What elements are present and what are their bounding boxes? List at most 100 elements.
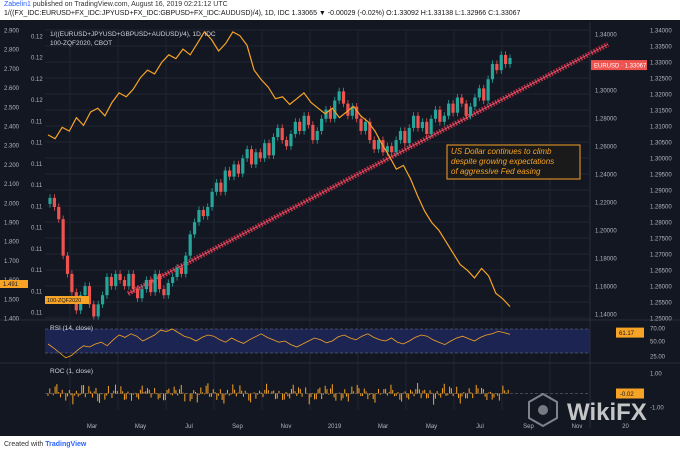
candle	[438, 109, 442, 122]
rsi-line	[47, 328, 511, 359]
left-tick-label: 2.100	[4, 182, 20, 188]
candle	[376, 140, 381, 150]
x-tick-label: Nov	[572, 424, 583, 430]
left-tick-label: 2.800	[4, 48, 20, 54]
tradingview-link[interactable]: TradingView	[45, 441, 87, 448]
chart-header: Zabelin1 published on TradingView.com, A…	[0, 0, 680, 20]
watermark-text: WikiFX	[567, 399, 647, 426]
candle	[87, 286, 92, 305]
candle	[302, 115, 306, 131]
candle	[153, 273, 157, 293]
left-inner-tick-label: 0.11	[31, 311, 43, 317]
candle	[127, 273, 131, 287]
candle	[412, 115, 416, 128]
candle	[486, 79, 490, 101]
candle	[429, 118, 433, 135]
candle	[271, 137, 276, 156]
right-tick-label: 1.27500	[650, 237, 672, 243]
candle	[403, 130, 407, 144]
candle	[201, 210, 205, 217]
left-tick-label: 1.900	[4, 221, 20, 227]
left-tick-label: 1.700	[4, 259, 20, 265]
candle	[394, 140, 398, 153]
left-inner-tick-label: 0.11	[31, 141, 43, 147]
right-tick-label-b: 1.16000	[595, 285, 617, 291]
candle	[460, 97, 464, 104]
candle	[499, 54, 503, 71]
candle	[359, 118, 363, 131]
candle	[447, 103, 451, 116]
candle	[280, 127, 284, 141]
price-chart[interactable]: RSI (14, close) ROC (1, close) 1.340001.…	[0, 20, 680, 436]
candle	[455, 97, 460, 113]
candle	[184, 255, 188, 274]
right-tick-label-b: 1.28000	[595, 117, 617, 123]
right-tick-label: 1.31500	[650, 109, 672, 115]
publish-info: published on TradingView.com, August 16,…	[32, 1, 228, 8]
watermark-logo-icon	[528, 392, 558, 428]
x-tick-label: Jul	[476, 424, 484, 430]
candle	[267, 143, 271, 156]
candle	[61, 219, 65, 256]
x-tick-label: Sep	[232, 424, 243, 430]
plot-background	[45, 20, 590, 436]
rsi-tick-label: 70.00	[650, 326, 666, 332]
candle	[223, 170, 227, 192]
roc-value-label: -0.02	[620, 392, 634, 398]
fed-funds-futures-series	[47, 30, 511, 308]
candle	[407, 127, 411, 144]
candle	[324, 109, 328, 119]
candle	[254, 152, 258, 165]
x-tick-label: May	[426, 424, 437, 430]
candle	[468, 106, 473, 116]
candle	[236, 164, 240, 174]
roc-value-badge	[616, 388, 644, 399]
left-tick-label: 2.200	[4, 163, 20, 169]
candle	[385, 146, 389, 153]
right-tick-label: 1.30500	[650, 141, 672, 147]
candle	[214, 182, 219, 192]
candle	[482, 88, 486, 101]
left-inner-tick-label: 0.11	[31, 204, 43, 210]
left-tick-label: 2.700	[4, 67, 20, 73]
candle	[188, 234, 192, 256]
candle	[131, 273, 135, 290]
x-tick-label: Nov	[281, 424, 292, 430]
left-tick-label: 2.500	[4, 105, 20, 111]
candle	[114, 273, 118, 287]
left-value-label: 1.491	[3, 282, 19, 288]
candle	[48, 197, 52, 204]
candle	[504, 54, 508, 65]
candle	[100, 295, 105, 305]
candle	[136, 289, 140, 299]
right-tick-label: 1.28500	[650, 205, 672, 211]
x-tick-label: Mar	[378, 424, 388, 430]
left-inner-tick-label: 0.11	[31, 247, 43, 253]
candle	[109, 276, 113, 287]
candle	[425, 121, 429, 135]
author-link[interactable]: Zabelin1	[4, 1, 31, 8]
candle	[228, 170, 232, 177]
annotation-line: of aggressive Fed easing	[451, 167, 541, 176]
candle	[451, 103, 455, 113]
candlestick-series	[48, 51, 512, 321]
candle	[105, 276, 109, 296]
left-value-badge	[0, 280, 28, 288]
candle	[473, 97, 477, 107]
ohlc-values: 1.33065 ▼ -0.00029 (-0.02%) O:1.33092 H:…	[291, 10, 521, 17]
rsi-legend: RSI (14, close)	[50, 325, 93, 332]
left-inner-tick-label: 0.12	[31, 98, 43, 104]
annotation-box	[446, 144, 581, 180]
last-price-badge	[591, 60, 647, 71]
roc-tick-label: 1.00	[650, 372, 662, 378]
right-tick-label: 1.32500	[650, 77, 672, 83]
candle	[144, 279, 148, 290]
rsi-value-label: 61.17	[619, 331, 635, 337]
candle	[293, 121, 297, 135]
legend-secondary: 100-ZQF2020, CBOT	[50, 40, 112, 47]
candle	[508, 57, 512, 65]
created-with-label: Created with	[4, 441, 44, 448]
candle	[96, 304, 100, 317]
left-inner-tick-label: 0.11	[31, 183, 43, 189]
right-tick-label: 1.33000	[650, 61, 672, 67]
